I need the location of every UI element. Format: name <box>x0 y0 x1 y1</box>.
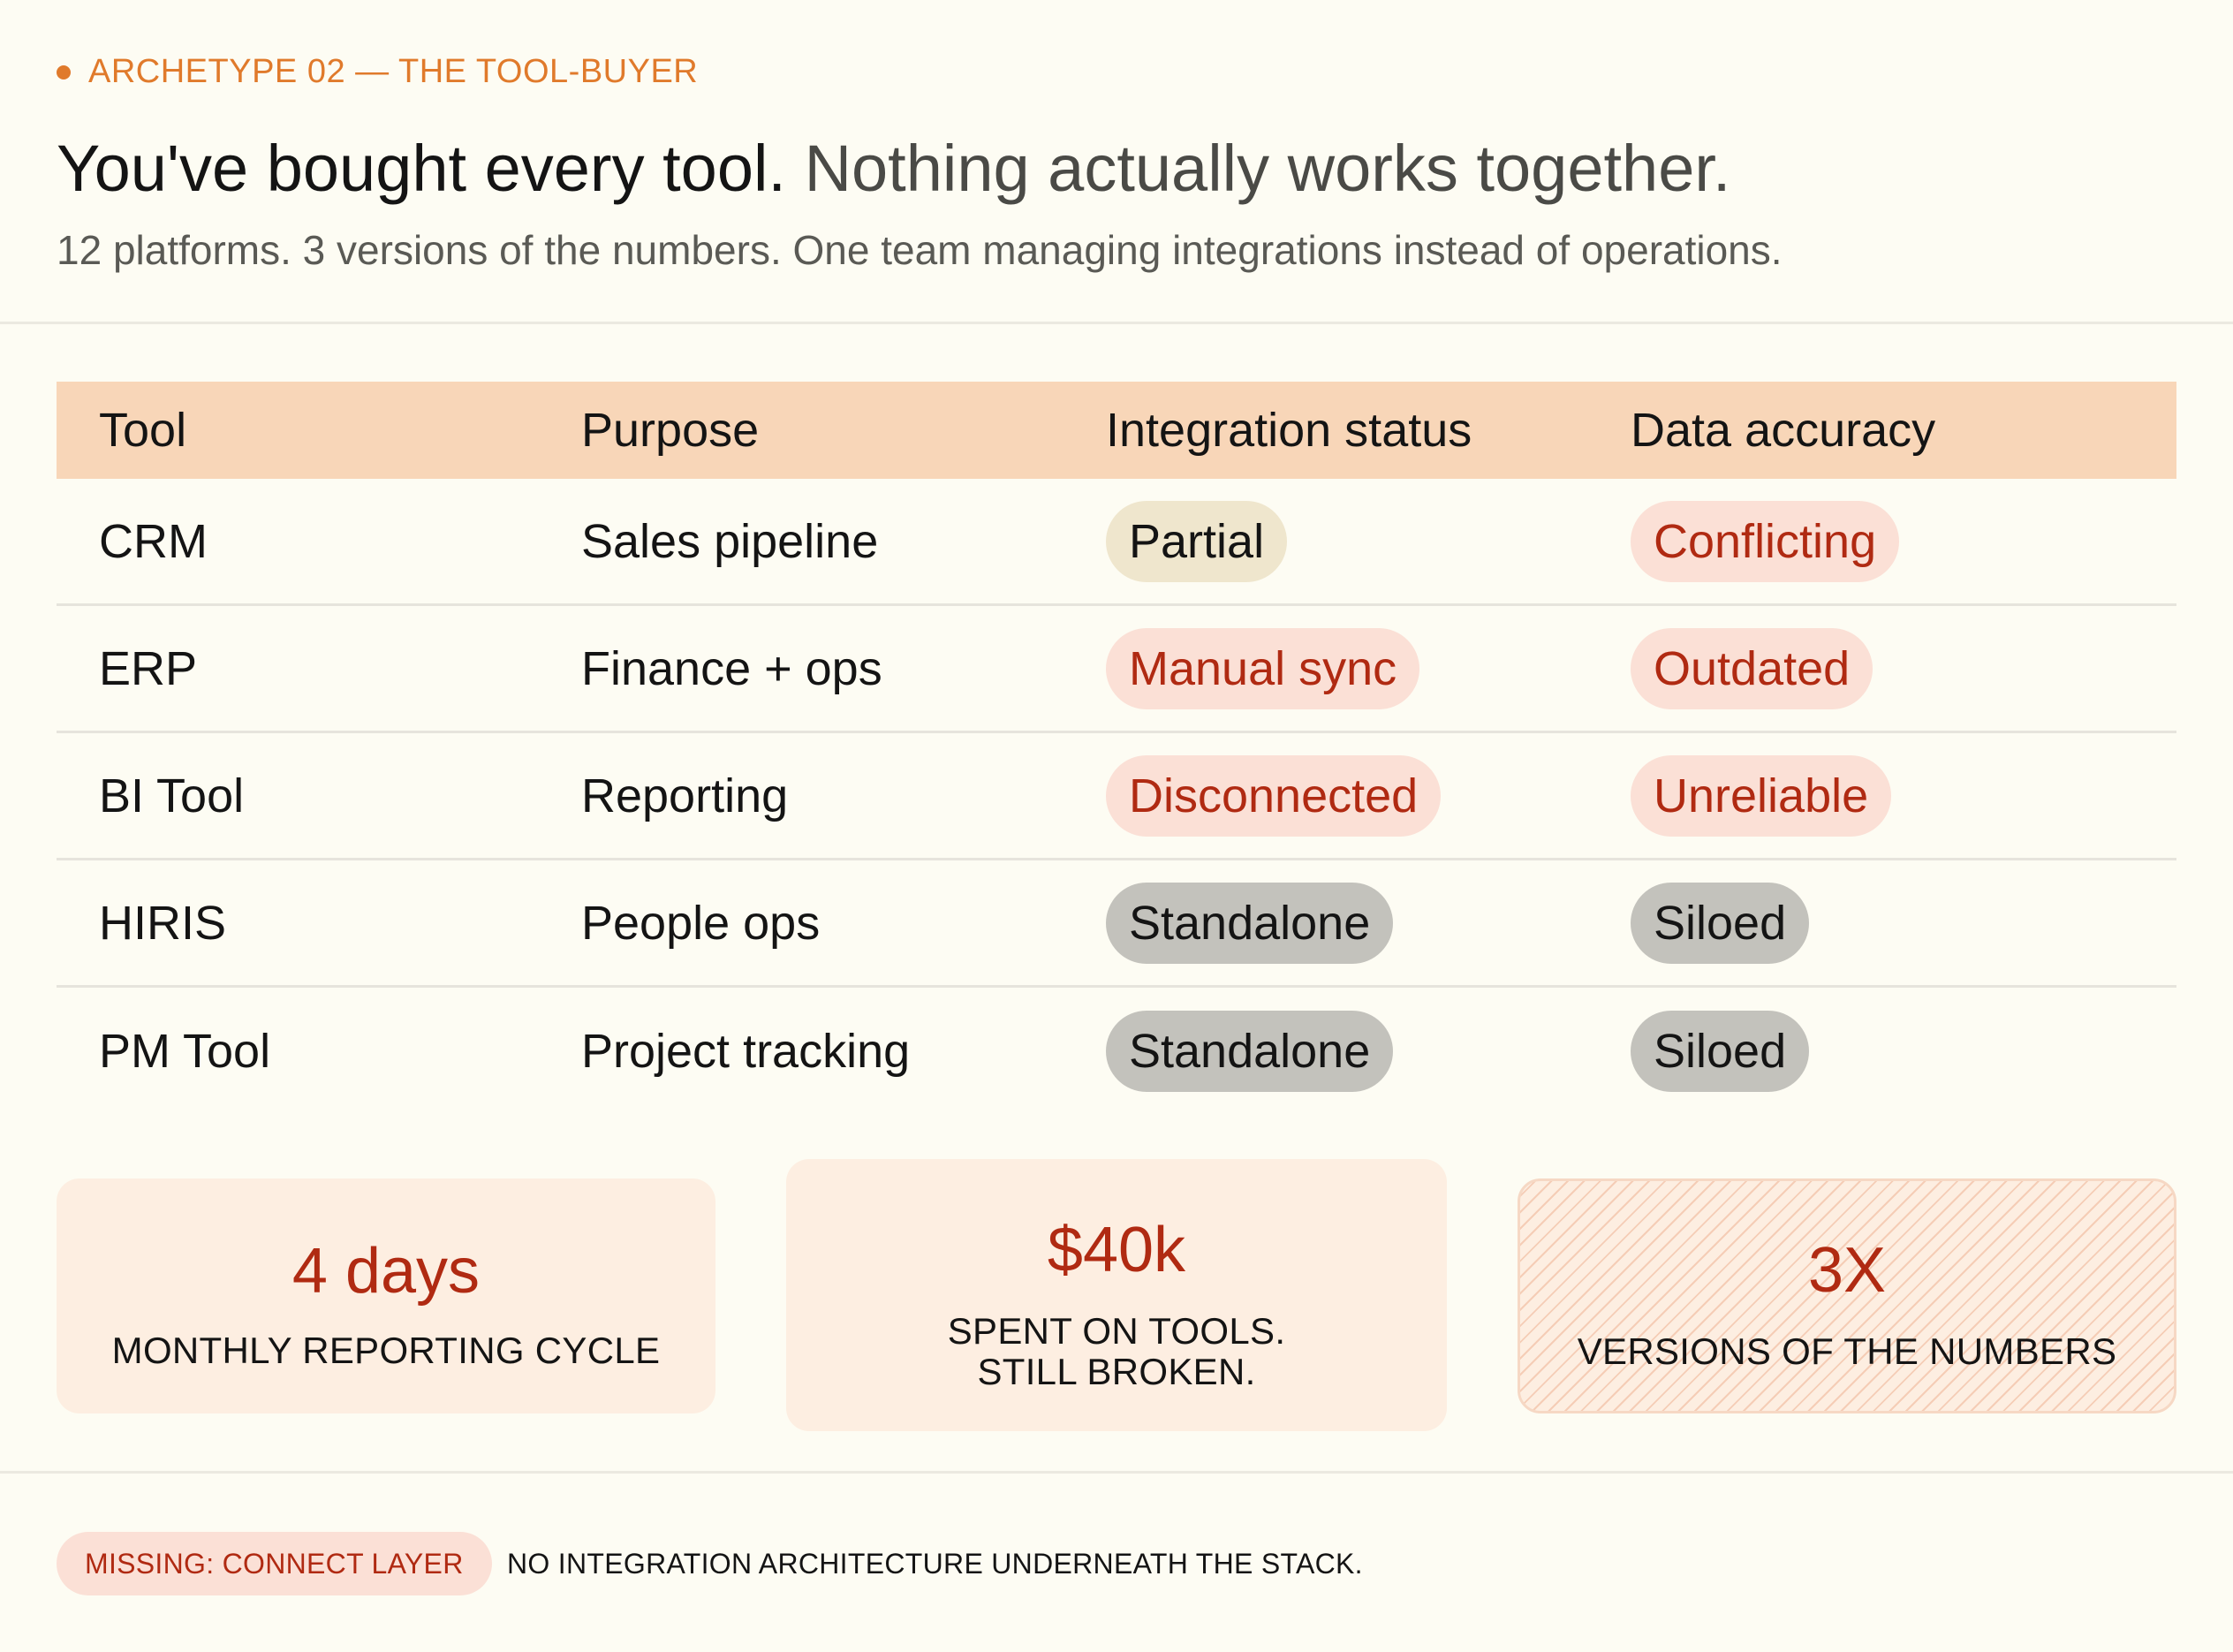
cell-purpose: Reporting <box>581 769 789 822</box>
headline-soft: Nothing actually works together. <box>804 132 1731 205</box>
stat-value: 3X <box>1807 1235 1887 1306</box>
status-badge: Standalone <box>1106 1011 1394 1092</box>
accuracy-badge: Siloed <box>1631 882 1810 964</box>
stat-label-line: STILL BROKEN. <box>977 1351 1256 1392</box>
tools-table: Tool Purpose Integration status Data acc… <box>57 382 2176 1115</box>
header-purpose: Purpose <box>581 404 760 457</box>
stat-label-line: SPENT ON TOOLS. <box>947 1310 1286 1352</box>
headline-strong: You've bought every tool. <box>57 132 786 205</box>
stat-card-reporting-cycle: 4 days MONTHLY REPORTING CYCLE <box>57 1178 715 1413</box>
cell-tool: PM Tool <box>99 1025 271 1078</box>
header-tool: Tool <box>99 404 187 457</box>
cell-tool: BI Tool <box>99 769 245 822</box>
cell-purpose: Finance + ops <box>581 641 882 695</box>
cell-purpose: People ops <box>581 896 821 950</box>
cell-tool: ERP <box>99 641 198 695</box>
eyebrow-label: ARCHETYPE 02 — THE TOOL-BUYER <box>88 53 699 90</box>
stat-value: $40k <box>1047 1215 1186 1285</box>
table-row: ERP Finance + ops Manual sync Outdated <box>57 606 2176 733</box>
cell-tool: HIRIS <box>99 896 227 950</box>
stat-card-tool-spend: $40k SPENT ON TOOLS. STILL BROKEN. <box>786 1159 1447 1431</box>
divider <box>0 322 2233 324</box>
accuracy-badge: Unreliable <box>1631 754 1892 837</box>
status-badge: Standalone <box>1106 882 1394 964</box>
archetype-eyebrow: ARCHETYPE 02 — THE TOOL-BUYER <box>57 53 698 91</box>
bullet-dot-icon <box>57 64 71 80</box>
cell-purpose: Project tracking <box>581 1025 911 1078</box>
accuracy-badge: Conflicting <box>1631 500 1900 582</box>
table-row: BI Tool Reporting Disconnected Unreliabl… <box>57 733 2176 860</box>
stat-label: SPENT ON TOOLS. STILL BROKEN. <box>786 1311 1447 1392</box>
page-title: You've bought every tool. Nothing actual… <box>57 131 1730 206</box>
cell-tool: CRM <box>99 514 208 568</box>
divider <box>0 1471 2233 1474</box>
table-header: Tool Purpose Integration status Data acc… <box>57 382 2176 479</box>
accuracy-badge: Outdated <box>1631 627 1873 709</box>
table-row: CRM Sales pipeline Partial Conflicting <box>57 479 2176 606</box>
stat-value: 4 days <box>291 1236 481 1307</box>
header-data-accuracy: Data accuracy <box>1631 404 1936 457</box>
cell-purpose: Sales pipeline <box>581 514 879 568</box>
stat-card-number-versions: 3X VERSIONS OF THE NUMBERS <box>1518 1178 2176 1413</box>
stat-label: MONTHLY REPORTING CYCLE <box>111 1330 661 1371</box>
footer-note: NO INTEGRATION ARCHITECTURE UNDERNEATH T… <box>507 1548 1363 1580</box>
table-row: PM Tool Project tracking Standalone Silo… <box>57 988 2176 1115</box>
header-integration-status: Integration status <box>1106 404 1472 457</box>
accuracy-badge: Siloed <box>1631 1011 1810 1092</box>
stat-label: VERSIONS OF THE NUMBERS <box>1577 1330 2117 1372</box>
status-badge: Disconnected <box>1106 754 1442 837</box>
missing-layer-badge: MISSING: CONNECT LAYER <box>57 1532 492 1595</box>
page-subtitle: 12 platforms. 3 versions of the numbers.… <box>57 227 1783 273</box>
status-badge: Manual sync <box>1106 627 1420 709</box>
table-row: HIRIS People ops Standalone Siloed <box>57 860 2176 988</box>
status-badge: Partial <box>1106 500 1288 582</box>
